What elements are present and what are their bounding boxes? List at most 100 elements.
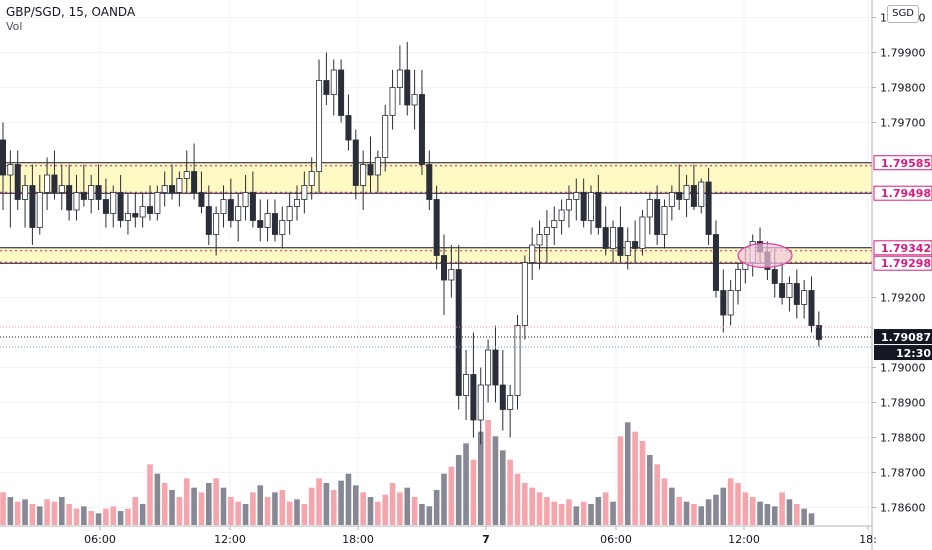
candle-body bbox=[95, 185, 102, 200]
candle-body bbox=[374, 157, 381, 176]
volume-bar bbox=[316, 478, 322, 525]
last-price-label: 1.79087 bbox=[881, 331, 931, 344]
candle-body bbox=[286, 206, 293, 221]
candle-body bbox=[565, 199, 572, 211]
candle-body bbox=[610, 227, 617, 249]
countdown-label: 12:30 bbox=[896, 347, 931, 360]
volume-bar bbox=[654, 464, 660, 525]
candle-body bbox=[404, 69, 411, 106]
candle-body bbox=[257, 220, 264, 228]
volume-bar bbox=[558, 504, 565, 525]
time-tick-label: 12:00 bbox=[214, 533, 246, 546]
candle-body bbox=[543, 227, 550, 235]
volume-bar bbox=[36, 506, 43, 525]
candle-body bbox=[36, 192, 43, 228]
candle-body bbox=[301, 185, 308, 200]
volume-bar bbox=[529, 487, 535, 525]
candles bbox=[0, 42, 822, 445]
volume-bar bbox=[382, 494, 388, 525]
candle-body bbox=[176, 178, 183, 193]
level-label-box bbox=[873, 255, 932, 271]
candle-body bbox=[279, 220, 286, 235]
volume-bar bbox=[536, 492, 543, 525]
candle-body bbox=[44, 174, 51, 193]
candle-body bbox=[588, 192, 595, 221]
candle-body bbox=[14, 164, 21, 200]
volume-bar bbox=[595, 497, 602, 525]
volume-bar bbox=[779, 492, 785, 525]
volume-bar bbox=[250, 492, 256, 525]
candle-body bbox=[712, 234, 719, 291]
time-tick-label: 12:00 bbox=[728, 533, 760, 546]
level-label-box bbox=[873, 185, 932, 201]
currency-badge[interactable]: SGD bbox=[887, 5, 919, 23]
candle-body bbox=[558, 209, 565, 221]
volume-bar bbox=[286, 501, 293, 525]
volume-bar bbox=[22, 499, 28, 525]
candle-body bbox=[492, 349, 499, 386]
candle-body bbox=[617, 227, 624, 256]
candle-body bbox=[793, 283, 800, 305]
volume-bar bbox=[206, 483, 212, 525]
candle-body bbox=[440, 255, 447, 281]
zone-fill-0[interactable] bbox=[0, 162, 872, 194]
volume-bar bbox=[228, 497, 234, 525]
volume-bar bbox=[661, 478, 668, 525]
volume-bar bbox=[691, 504, 697, 525]
candle-body bbox=[66, 185, 73, 211]
volume-bar bbox=[235, 501, 241, 525]
volume-bar bbox=[198, 492, 205, 525]
candle-body bbox=[521, 262, 528, 326]
level-label-box bbox=[873, 155, 932, 171]
candle-body bbox=[690, 185, 697, 207]
volume-bar bbox=[794, 504, 800, 525]
volume-bar bbox=[308, 487, 315, 525]
countdown-box bbox=[874, 345, 932, 361]
candle-body bbox=[316, 80, 323, 172]
candle-body bbox=[146, 206, 153, 214]
candle-body bbox=[639, 216, 646, 249]
price-tick-label: 1.78800 bbox=[880, 432, 926, 445]
volume-bars bbox=[0, 420, 815, 525]
candle-body bbox=[624, 241, 631, 256]
candle-body bbox=[29, 185, 36, 228]
candle-body bbox=[308, 171, 315, 186]
volume-bar bbox=[330, 490, 337, 525]
candle-body bbox=[595, 192, 602, 228]
price-tick-label: 1.79000 bbox=[880, 362, 926, 375]
overlays[interactable] bbox=[0, 242, 872, 348]
volume-bar bbox=[544, 497, 550, 525]
candle-body bbox=[161, 185, 168, 193]
candle-body bbox=[727, 290, 734, 316]
volume-bar bbox=[279, 490, 286, 525]
candle-body bbox=[418, 94, 425, 165]
volume-bar bbox=[51, 501, 58, 525]
volume-bar bbox=[492, 436, 499, 525]
volume-bar bbox=[139, 504, 146, 525]
volume-bar bbox=[683, 501, 690, 525]
candle-body bbox=[58, 185, 65, 193]
candle-body bbox=[117, 192, 124, 221]
candle-body bbox=[205, 206, 212, 235]
time-tick-label: 7 bbox=[482, 533, 490, 546]
volume-bar bbox=[602, 492, 609, 525]
candle-body bbox=[330, 69, 337, 95]
symbol-title: GBP/SGD, 15, OANDA bbox=[6, 5, 136, 19]
volume-bar bbox=[411, 497, 418, 525]
volume-bar bbox=[676, 497, 682, 525]
volume-bar bbox=[66, 504, 72, 525]
candle-body bbox=[22, 185, 29, 200]
highlight-ellipse[interactable] bbox=[737, 242, 793, 269]
candle-body bbox=[80, 192, 87, 200]
price-tick-label: 1.78700 bbox=[880, 467, 926, 480]
price-tick-label: 1.79700 bbox=[880, 117, 926, 130]
candle-body bbox=[132, 213, 139, 218]
candle-body bbox=[338, 69, 345, 116]
candle-body bbox=[735, 269, 742, 291]
candle-body bbox=[698, 181, 705, 207]
candle-body bbox=[455, 269, 462, 396]
volume-bar bbox=[441, 473, 447, 525]
volume-bar bbox=[771, 506, 778, 525]
